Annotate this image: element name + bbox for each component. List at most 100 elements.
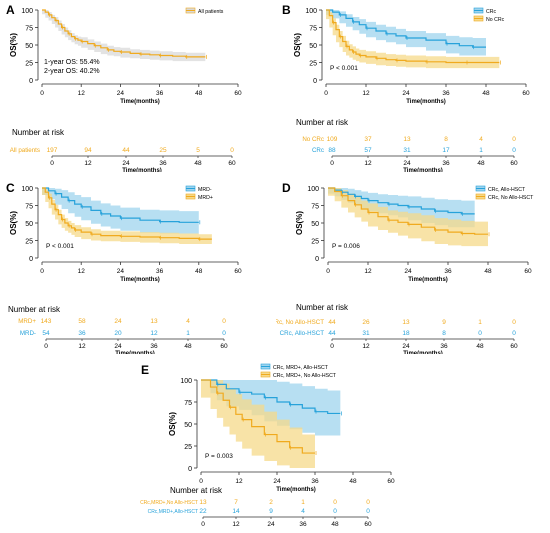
risk-value: 14: [232, 508, 240, 515]
risk-value: 36: [78, 330, 86, 337]
x-tick-label: 60: [387, 478, 395, 485]
risk-value: 7: [234, 499, 238, 506]
legend-label: CRc: [486, 9, 496, 15]
ci-band-0: [42, 10, 206, 62]
y-tick-label: 75: [25, 204, 33, 211]
x-tick-label: 36: [156, 90, 164, 97]
y-tick-label: 100: [307, 186, 319, 193]
risk-axis-label: 36: [150, 343, 158, 350]
risk-x-label: Time(months): [403, 351, 443, 354]
ci-band-0: [328, 188, 475, 228]
risk-value: 4: [479, 136, 483, 143]
risk-value: 20: [114, 330, 122, 337]
panel-e: E 0 25 50 75 100 OS(%) 0 12 24 36 48 60 Time(months) C…: [135, 360, 415, 533]
risk-axis-label: 48: [184, 343, 192, 350]
risk-value: 0: [222, 318, 226, 325]
risk-value: 44: [328, 330, 336, 337]
panel-c: C 0 25 50 75 100 OS(%) 0 12 24 36 48 60 Time(months) M…: [0, 178, 272, 357]
y-tick-label: 25: [25, 61, 33, 68]
x-axis-label: Time(months): [406, 99, 446, 105]
x-tick-label: 36: [442, 90, 450, 97]
risk-value: 8: [442, 330, 446, 337]
risk-value: 1: [479, 147, 483, 154]
y-tick-label: 100: [305, 8, 317, 15]
risk-value: 1: [301, 499, 305, 506]
risk-value: 37: [364, 136, 372, 143]
y-tick-label: 0: [188, 466, 192, 473]
risk-value: 2: [269, 499, 273, 506]
y-tick-label: 25: [25, 239, 33, 246]
risk-value: 13: [199, 499, 207, 506]
risk-value: 25: [159, 147, 167, 154]
x-axis-label: Time(months): [408, 277, 448, 283]
risk-value: 58: [78, 318, 86, 325]
x-tick-label: 24: [117, 90, 125, 97]
x-tick-label: 24: [117, 268, 125, 275]
risk-axis-label: 0: [330, 160, 334, 167]
panel-letter: B: [282, 3, 291, 17]
p-value: P = 0.003: [205, 453, 233, 460]
y-tick-label: 100: [21, 186, 33, 193]
panel-letter: C: [6, 181, 15, 195]
risk-value: 0: [512, 147, 516, 154]
legend-label: CRc, Allo-HSCT: [488, 187, 526, 193]
risk-axis-label: 0: [201, 521, 205, 528]
risk-value: 94: [84, 147, 92, 154]
risk-value: 13: [402, 319, 410, 326]
y-tick-label: 75: [309, 26, 317, 33]
annotation: 2-year OS: 40.2%: [44, 68, 100, 75]
risk-value: 88: [328, 147, 336, 154]
x-tick-label: 36: [311, 478, 319, 485]
y-axis-label: OS(%): [9, 211, 18, 235]
p-value: P < 0.001: [46, 243, 74, 250]
y-tick-label: 50: [25, 43, 33, 50]
x-tick-label: 48: [195, 90, 203, 97]
ci-band-1: [326, 10, 500, 69]
x-tick-label: 24: [402, 90, 410, 97]
risk-row-label: All patients: [10, 147, 40, 154]
p-value: P = 0.006: [332, 243, 360, 250]
risk-value: 9: [269, 508, 273, 515]
risk-row-label: No CRc: [302, 136, 324, 143]
risk-axis-label: 12: [362, 343, 370, 350]
legend-label: CRc, MRD+, Allo-HSCT: [273, 365, 329, 371]
x-tick-label: 48: [484, 268, 492, 275]
x-axis-label: Time(months): [120, 99, 160, 105]
risk-value: 0: [333, 508, 337, 515]
x-tick-label: 0: [326, 268, 330, 275]
y-tick-label: 100: [21, 8, 33, 15]
y-tick-label: 25: [184, 444, 192, 451]
risk-value: 1: [478, 319, 482, 326]
risk-value: 5: [196, 147, 200, 154]
panel-letter: D: [282, 181, 291, 195]
x-tick-label: 60: [234, 90, 242, 97]
risk-axis-label: 60: [228, 160, 236, 167]
y-tick-label: 50: [184, 422, 192, 429]
risk-row-label: CRc,MRD+,Allo-HSCT: [148, 509, 198, 515]
risk-value: 26: [362, 319, 370, 326]
x-tick-label: 48: [195, 268, 203, 275]
risk-axis-label: 60: [364, 521, 372, 528]
legend-label: CRc, MRD+, No Allo-HSCT: [273, 373, 337, 379]
risk-row-label: CRc,MRD+,No Allo-HSCT: [140, 500, 198, 506]
x-tick-label: 48: [482, 90, 490, 97]
risk-value: 44: [328, 319, 336, 326]
risk-row-label: CRc, Allo-HSCT: [280, 330, 325, 337]
risk-value: 197: [47, 147, 58, 154]
ci-band-1: [42, 188, 212, 244]
annotation: 1-year OS: 55.4%: [44, 59, 100, 66]
y-tick-label: 50: [309, 43, 317, 50]
panel-b: B 0 25 50 75 100 OS(%) 0 12 24 36 48 60 Time(months) C…: [276, 0, 550, 174]
survival-curve-0: [326, 9, 486, 48]
risk-axis-label: 12: [84, 160, 92, 167]
panel-a: A 0 25 50 75 100 OS(%) 0 12 24 36 48 60 Time(months) A…: [0, 0, 272, 174]
risk-axis-label: 60: [220, 343, 228, 350]
panel-letter: E: [141, 363, 149, 377]
risk-axis-label: 0: [44, 343, 48, 350]
risk-value: 0: [333, 499, 337, 506]
risk-value: 31: [403, 147, 411, 154]
risk-row-label: MRD+: [18, 318, 36, 325]
x-tick-label: 36: [444, 268, 452, 275]
